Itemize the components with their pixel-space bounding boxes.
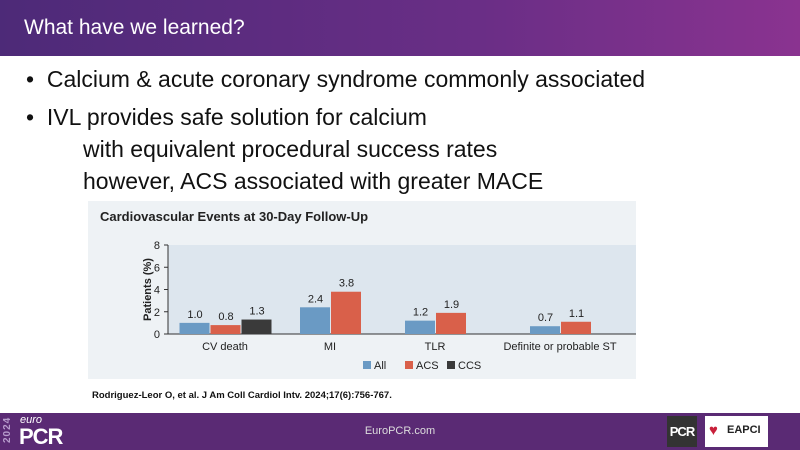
data-label: 1.0	[187, 309, 202, 321]
legend-swatch-ccs	[447, 361, 455, 369]
slide-title: What have we learned?	[24, 16, 245, 39]
legend-label-ccs: CCS	[458, 360, 481, 372]
bar-all	[179, 322, 210, 334]
data-label: 0.7	[538, 312, 553, 324]
bar-acs	[210, 325, 241, 334]
legend-label-acs: ACS	[416, 360, 439, 372]
pcr-logo: PCR	[667, 416, 697, 447]
data-label: 2.4	[308, 293, 323, 305]
heart-icon: ♥	[709, 422, 718, 439]
eapci-logo: ♥ EAPCI	[705, 416, 768, 447]
x-tick-label: Definite or probable ST	[503, 341, 616, 353]
chart-title: Cardiovascular Events at 30-Day Follow-U…	[100, 209, 369, 224]
data-label: 1.9	[444, 299, 459, 311]
bullet-2-line-2: with equivalent procedural success rates	[83, 136, 498, 162]
y-tick-label: 8	[154, 240, 160, 252]
bullet-2: • IVL provides safe solution for calcium	[26, 104, 427, 130]
bar-all	[405, 320, 435, 334]
data-label: 1.2	[413, 307, 428, 319]
data-label: 0.8	[218, 311, 233, 323]
x-tick-label: TLR	[425, 341, 446, 353]
chart-panel: Cardiovascular Events at 30-Day Follow-U…	[88, 201, 636, 379]
europcr-logo: PCR	[19, 424, 63, 449]
bar-acs	[331, 291, 361, 334]
bullet-2-line-3: however, ACS associated with greater MAC…	[83, 168, 544, 194]
data-label: 1.3	[249, 306, 264, 318]
title-bar: What have we learned?	[0, 0, 800, 56]
x-tick-label: CV death	[202, 341, 248, 353]
bar-ccs	[241, 319, 272, 334]
data-label: 1.1	[569, 308, 584, 320]
y-tick-label: 6	[154, 262, 160, 274]
bar-all	[530, 326, 560, 334]
website-link[interactable]: EuroPCR.com	[364, 425, 436, 437]
y-axis-label: Patients (%)	[142, 258, 154, 321]
bar-acs	[561, 321, 591, 334]
bullet-1: • Calcium & acute coronary syndrome comm…	[26, 66, 646, 92]
euro-label: euro	[20, 414, 43, 426]
footer: 2024 euro PCR EuroPCR.com PCR ♥ EAPCI	[0, 413, 800, 450]
y-tick-label: 2	[154, 307, 160, 319]
bar-acs	[436, 312, 466, 334]
y-tick-label: 0	[154, 329, 160, 341]
legend-swatch-all	[363, 361, 371, 369]
citation: Rodriguez-Leor O, et al. J Am Coll Cardi…	[92, 390, 392, 401]
bar-all	[300, 307, 330, 334]
y-tick-label: 4	[154, 285, 160, 297]
legend-swatch-acs	[405, 361, 413, 369]
x-tick-label: MI	[324, 341, 336, 353]
legend-label-all: All	[374, 360, 386, 372]
plot-area	[168, 245, 636, 334]
data-label: 3.8	[339, 278, 354, 290]
